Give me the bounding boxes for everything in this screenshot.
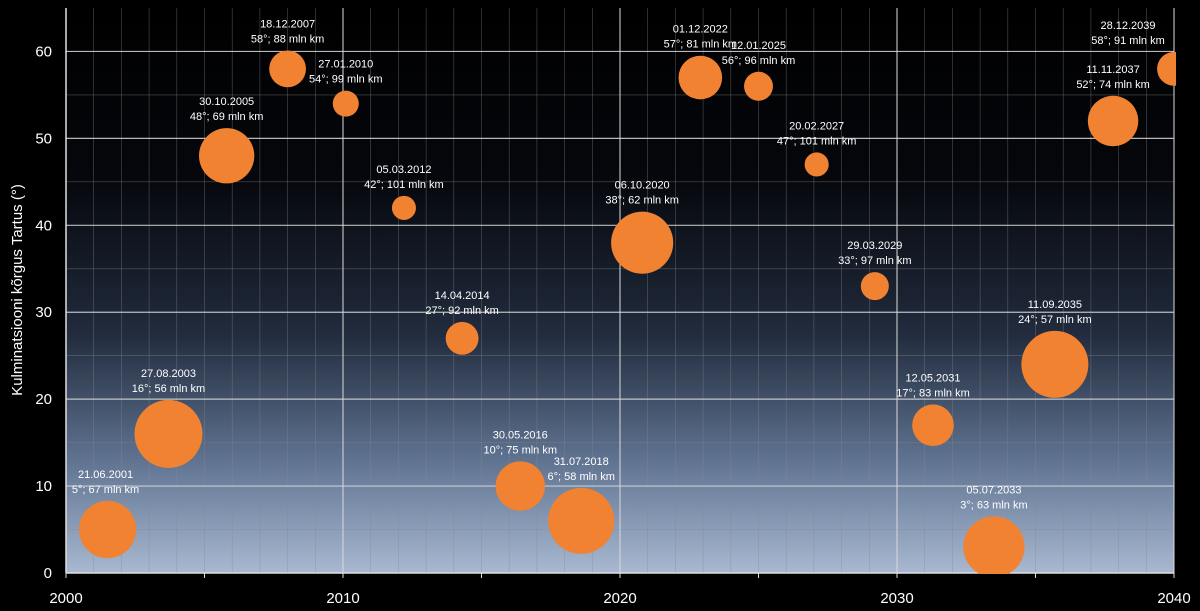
bubble-date-label: 11.11.2037 bbox=[1086, 64, 1139, 76]
bubble-info-label: 58°; 91 mln km bbox=[1091, 35, 1164, 47]
bubble bbox=[860, 272, 889, 301]
bubble bbox=[548, 487, 615, 554]
bubble-date-label: 01.12.2022 bbox=[673, 24, 728, 36]
bubble-info-label: 24°; 57 mln km bbox=[1018, 314, 1091, 326]
bubble-info-label: 57°; 81 mln km bbox=[664, 39, 737, 51]
y-tick-label: 60 bbox=[35, 43, 52, 60]
bubble-date-label: 05.07.2033 bbox=[966, 484, 1021, 496]
bubble-date-label: 06.10.2020 bbox=[615, 180, 670, 192]
bubble-date-label: 27.01.2010 bbox=[318, 59, 373, 71]
bubble bbox=[134, 399, 203, 468]
bubble-date-label: 20.02.2027 bbox=[789, 120, 844, 132]
bubble-info-label: 10°; 75 mln km bbox=[484, 444, 557, 456]
bubble bbox=[199, 128, 255, 184]
bubble bbox=[391, 195, 416, 220]
y-tick-label: 40 bbox=[35, 217, 52, 234]
bubble bbox=[445, 321, 479, 355]
bubble-date-label: 27.08.2003 bbox=[141, 368, 196, 380]
bubble bbox=[1087, 95, 1139, 147]
bubble-date-label: 31.07.2018 bbox=[554, 456, 609, 468]
data-labels: 21.06.2001 5°; 67 mln km 27.08.2003 16°; 56… bbox=[72, 18, 1165, 511]
bubble-date-label: 18.12.2007 bbox=[260, 18, 315, 30]
bubble-info-label: 56°; 96 mln km bbox=[722, 55, 795, 67]
x-tick-label: 2000 bbox=[49, 590, 82, 607]
x-tick-label: 2020 bbox=[603, 590, 636, 607]
bubble-date-label: 21.06.2001 bbox=[78, 469, 133, 481]
bubble-date-label: 14.04.2014 bbox=[435, 290, 490, 302]
y-tick-label: 50 bbox=[35, 130, 52, 147]
bubble-date-label: 05.03.2012 bbox=[376, 164, 431, 176]
bubble-info-label: 16°; 56 mln km bbox=[132, 383, 205, 395]
bubble-date-label: 29.03.2029 bbox=[847, 240, 902, 252]
bubble-info-label: 6°; 58 mln km bbox=[548, 471, 615, 483]
bubble-info-label: 54°; 99 mln km bbox=[309, 74, 382, 86]
bubble-info-label: 52°; 74 mln km bbox=[1076, 79, 1149, 91]
bubble-info-label: 17°; 83 mln km bbox=[896, 387, 969, 399]
bubble bbox=[678, 55, 723, 100]
bubble bbox=[78, 500, 137, 559]
bubble-info-label: 33°; 97 mln km bbox=[838, 255, 911, 267]
bubble-info-label: 3°; 63 mln km bbox=[960, 499, 1027, 511]
y-tick-label: 20 bbox=[35, 391, 52, 408]
bubble bbox=[912, 404, 954, 447]
bubble-date-label: 12.01.2025 bbox=[731, 40, 786, 52]
bubble-date-label: 30.05.2016 bbox=[493, 429, 548, 441]
bubble-info-label: 27°; 92 mln km bbox=[425, 305, 498, 317]
bubbles bbox=[78, 50, 1176, 574]
bubble bbox=[744, 71, 773, 101]
bubble bbox=[332, 90, 359, 117]
y-tick-label: 0 bbox=[44, 565, 52, 582]
bubble-date-label: 28.12.2039 bbox=[1100, 20, 1155, 32]
x-tick-label: 2010 bbox=[326, 590, 359, 607]
bubble bbox=[495, 461, 546, 511]
bubble-date-label: 30.10.2005 bbox=[199, 96, 254, 108]
bubble-info-label: 48°; 69 mln km bbox=[190, 111, 263, 123]
bubble bbox=[1021, 330, 1089, 398]
bubble-date-label: 11.09.2035 bbox=[1028, 299, 1082, 311]
bubble bbox=[269, 50, 306, 88]
bubble bbox=[804, 152, 829, 177]
bubble-info-label: 38°; 62 mln km bbox=[605, 195, 678, 207]
x-tick-label: 2040 bbox=[1157, 590, 1190, 607]
y-tick-label: 10 bbox=[35, 478, 52, 495]
bubble-date-label: 12.05.2031 bbox=[905, 372, 960, 384]
bubble bbox=[611, 211, 674, 274]
y-tick-label: 30 bbox=[35, 304, 52, 321]
bubble bbox=[1157, 51, 1176, 86]
bubble bbox=[963, 516, 1025, 574]
bubble-info-label: 42°; 101 mln km bbox=[364, 179, 444, 191]
x-tick-label: 2030 bbox=[880, 590, 913, 607]
bubble-info-label: 5°; 67 mln km bbox=[72, 484, 139, 496]
bubble-info-label: 47°; 101 mln km bbox=[777, 135, 857, 147]
minor-gridlines bbox=[66, 8, 1174, 573]
bubble-info-label: 58°; 88 mln km bbox=[251, 33, 324, 45]
y-axis-label: Kulminatsiooni kõrgus Tartus (°) bbox=[9, 184, 26, 396]
